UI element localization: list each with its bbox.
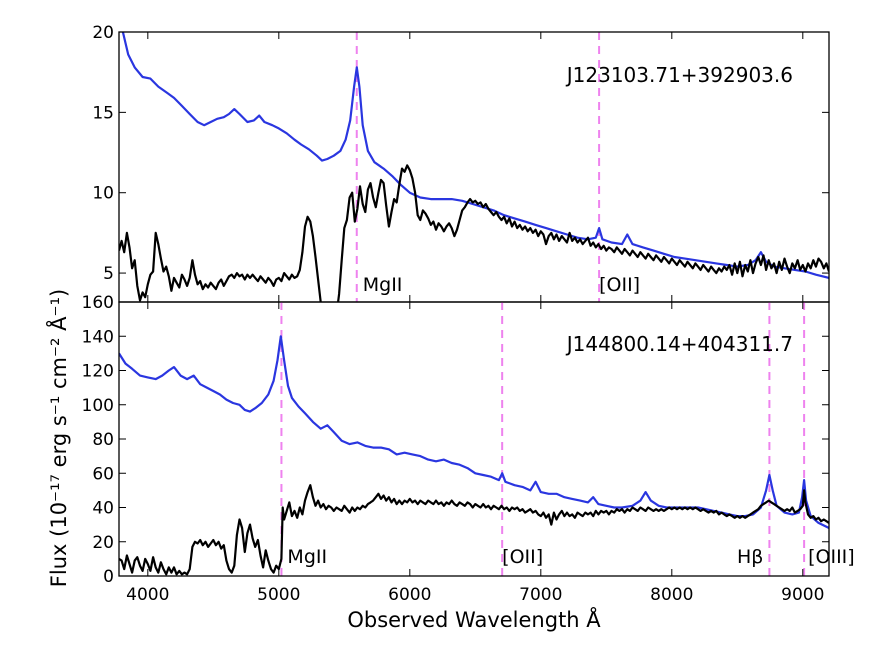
panel-bottom: MgII [OII] Hβ [OIII] 0 20 40 60 80 100 120 140 160 40…	[82, 293, 855, 605]
x-tick-label: 8000	[650, 585, 693, 605]
x-tick-label: 5000	[257, 585, 300, 605]
y-tick-label: 40	[92, 499, 114, 519]
y-tick-label: 0	[103, 567, 114, 587]
panel-top: MgII [OII] 5 10 15 20 J123103.71+392903.6	[92, 23, 830, 303]
emission-line-label: MgII	[363, 274, 403, 296]
y-tick-label: 60	[92, 464, 114, 484]
observed-spectrum-line	[119, 484, 829, 576]
object-name: J144800.14+404311.7	[565, 332, 793, 356]
y-tick-label: 140	[82, 327, 114, 347]
observed-spectrum-line	[119, 164, 829, 302]
y-axis-title: Flux (10⁻¹⁷ erg s⁻¹ cm⁻² Å⁻¹)	[45, 289, 71, 587]
y-tick-label: 100	[82, 396, 114, 416]
x-tick-label: 6000	[388, 585, 431, 605]
y-tick-label: 120	[82, 362, 114, 382]
y-tick-label: 20	[92, 533, 114, 553]
y-tick-label: 160	[82, 293, 114, 313]
y-tick-label: 10	[92, 184, 114, 204]
y-tick-label: 80	[92, 430, 114, 450]
composite-template-line	[119, 335, 829, 529]
y-tick-label: 5	[103, 264, 114, 284]
object-name: J123103.71+392903.6	[565, 63, 793, 87]
emission-line-label: [OIII]	[808, 546, 855, 568]
composite-template-line	[121, 32, 829, 279]
emission-line-label: [OII]	[502, 546, 543, 568]
emission-line-label: MgII	[287, 546, 327, 568]
x-tick-label: 9000	[781, 585, 824, 605]
x-tick-label: 4000	[126, 585, 169, 605]
emission-line-label: Hβ	[737, 546, 763, 568]
x-tick-label: 7000	[519, 585, 562, 605]
y-tick-label: 20	[92, 23, 114, 43]
emission-line-label: [OII]	[599, 274, 640, 296]
y-tick-label: 15	[92, 103, 114, 123]
x-axis-title: Observed Wavelength Å	[347, 606, 601, 632]
